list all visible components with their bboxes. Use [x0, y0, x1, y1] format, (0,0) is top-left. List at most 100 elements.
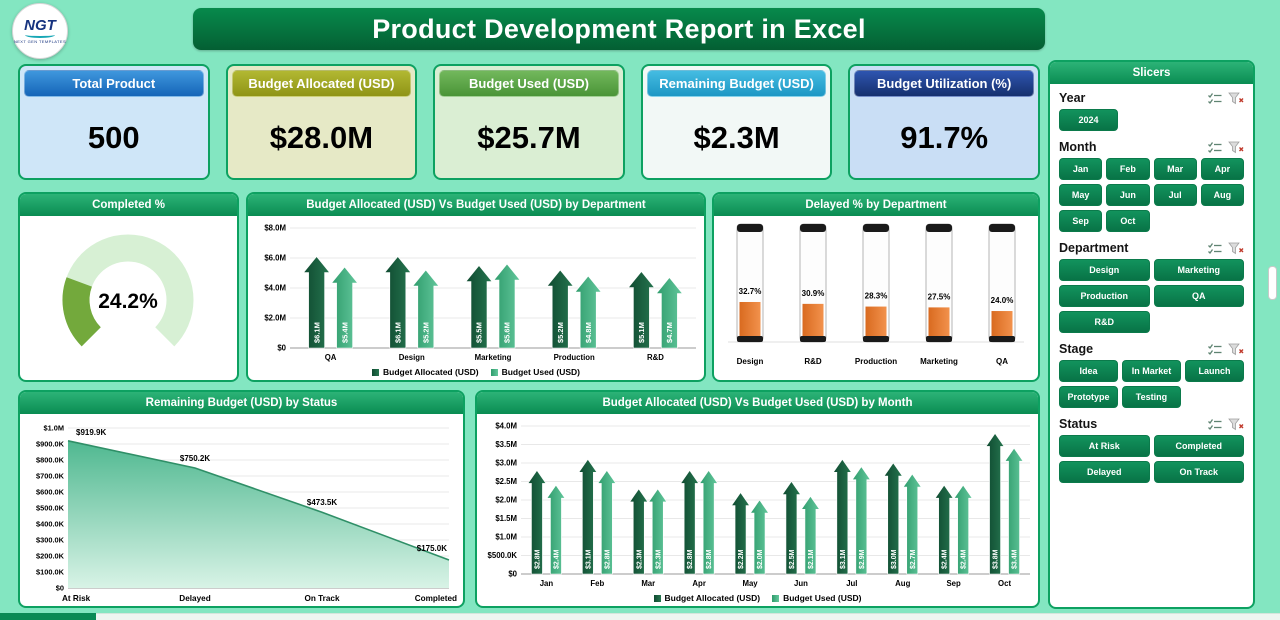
slicer-section-month: Month Jan Feb Mar Apr May Jun Jul Aug Sep Oct	[1059, 140, 1244, 232]
slicer-item-mar[interactable]: Mar	[1153, 158, 1197, 180]
kpi-card-total-product: Total Product 500	[18, 64, 210, 180]
svg-text:$2.0M: $2.0M	[757, 549, 764, 569]
clear-filter-icon[interactable]	[1228, 343, 1244, 356]
svg-text:30.9%: 30.9%	[802, 289, 825, 298]
slicer-item-in-market[interactable]: In Market	[1121, 360, 1181, 382]
slicer-items: Design Marketing Production QA R&D	[1059, 259, 1244, 333]
slicer-item-launch[interactable]: Launch	[1184, 360, 1244, 382]
svg-text:$2.5M: $2.5M	[789, 549, 796, 569]
svg-text:$4.8M: $4.8M	[584, 322, 593, 343]
slicer-item-2024[interactable]: 2024	[1059, 109, 1118, 131]
chart-title: Budget Allocated (USD) Vs Budget Used (U…	[248, 194, 704, 216]
slicer-item-production[interactable]: Production	[1059, 285, 1150, 307]
slicer-item-jun[interactable]: Jun	[1106, 184, 1150, 206]
svg-text:$500.0K: $500.0K	[488, 551, 518, 560]
multiselect-icon[interactable]	[1207, 92, 1223, 105]
svg-text:Sep: Sep	[946, 579, 961, 588]
slicer-item-r-d[interactable]: R&D	[1059, 311, 1150, 333]
page-title-text: Product Development Report in Excel	[372, 13, 866, 44]
kpi-row: Total Product 500 Budget Allocated (USD)…	[18, 64, 1040, 180]
svg-text:$6.1M: $6.1M	[312, 322, 321, 343]
slicer-item-on-track[interactable]: On Track	[1153, 461, 1244, 483]
kpi-card-budget-used: Budget Used (USD) $25.7M	[433, 64, 625, 180]
slicer-item-apr[interactable]: Apr	[1200, 158, 1244, 180]
legend-label-used: Budget Used (USD)	[501, 367, 580, 377]
svg-text:$600.0K: $600.0K	[36, 487, 65, 496]
svg-text:Jan: Jan	[540, 579, 554, 588]
slicer-item-oct[interactable]: Oct	[1106, 210, 1150, 232]
sheet-tab[interactable]	[0, 613, 96, 620]
scrollbar-thumb[interactable]	[1268, 266, 1277, 300]
svg-text:$2.4M: $2.4M	[553, 549, 560, 569]
svg-text:$400.0K: $400.0K	[36, 519, 65, 528]
chart-title: Remaining Budget (USD) by Status	[20, 392, 463, 414]
clear-filter-icon[interactable]	[1228, 141, 1244, 154]
svg-text:$3.0M: $3.0M	[495, 459, 517, 468]
svg-text:$2.3M: $2.3M	[655, 549, 662, 569]
svg-text:Oct: Oct	[998, 579, 1011, 588]
completed-gauge-panel: Completed % 24.2%	[18, 192, 239, 382]
budget-by-month-panel: Budget Allocated (USD) Vs Budget Used (U…	[475, 390, 1040, 608]
svg-text:Feb: Feb	[590, 579, 604, 588]
logo-subtext: NEXT GEN TEMPLATES	[13, 39, 67, 44]
legend-swatch-used	[490, 368, 498, 376]
delayed-by-department-panel: Delayed % by Department 32.7% Design 30.9%…	[712, 192, 1040, 382]
slicer-item-marketing[interactable]: Marketing	[1153, 259, 1244, 281]
svg-text:$2.8M: $2.8M	[706, 549, 713, 569]
slicer-item-aug[interactable]: Aug	[1200, 184, 1244, 206]
slicer-item-sep[interactable]: Sep	[1059, 210, 1103, 232]
multiselect-icon[interactable]	[1207, 343, 1223, 356]
svg-text:Production: Production	[855, 357, 897, 366]
slicer-item-idea[interactable]: Idea	[1059, 360, 1118, 382]
svg-text:Marketing: Marketing	[475, 353, 512, 362]
svg-text:$3.1M: $3.1M	[840, 549, 847, 569]
clear-filter-icon[interactable]	[1228, 92, 1244, 105]
slicer-item-completed[interactable]: Completed	[1153, 435, 1244, 457]
slicer-item-delayed[interactable]: Delayed	[1059, 461, 1150, 483]
slicer-item-feb[interactable]: Feb	[1106, 158, 1150, 180]
multiselect-icon[interactable]	[1207, 242, 1223, 255]
svg-text:$2.4M: $2.4M	[961, 549, 968, 569]
slicer-section-label: Status	[1059, 417, 1098, 431]
clear-filter-icon[interactable]	[1228, 242, 1244, 255]
svg-text:$2.8M: $2.8M	[534, 549, 541, 569]
slicer-item-testing[interactable]: Testing	[1121, 386, 1181, 408]
slicer-item-may[interactable]: May	[1059, 184, 1103, 206]
slicer-section-label: Department	[1059, 241, 1129, 255]
svg-text:$5.2M: $5.2M	[556, 322, 565, 343]
svg-text:Design: Design	[737, 357, 764, 366]
svg-text:$6.0M: $6.0M	[264, 254, 286, 263]
kpi-value: $2.3M	[693, 119, 780, 155]
slicer-section-status: Status At Risk Completed Delayed On Track	[1059, 417, 1244, 483]
slicer-item-design[interactable]: Design	[1059, 259, 1150, 281]
svg-text:$5.1M: $5.1M	[637, 322, 646, 343]
svg-text:At Risk: At Risk	[62, 594, 91, 603]
slicer-item-at-risk[interactable]: At Risk	[1059, 435, 1150, 457]
legend-label-allocated: Budget Allocated (USD)	[664, 593, 761, 603]
budget-by-department-chart: $0 $2.0M $4.0M $6.0M $8.0M QA $6.1M $5.4M Design…	[264, 224, 696, 362]
svg-text:$2.0M: $2.0M	[495, 496, 517, 505]
multiselect-icon[interactable]	[1207, 141, 1223, 154]
svg-text:$5.4M: $5.4M	[340, 322, 349, 343]
kpi-value: 500	[87, 119, 140, 155]
kpi-header: Budget Used (USD)	[439, 70, 619, 97]
svg-text:$2.3M: $2.3M	[636, 549, 643, 569]
svg-text:$3.0M: $3.0M	[891, 549, 898, 569]
svg-text:May: May	[742, 579, 758, 588]
svg-text:Delayed: Delayed	[179, 594, 210, 603]
kpi-header: Budget Allocated (USD)	[231, 70, 412, 97]
svg-text:$5.6M: $5.6M	[503, 322, 512, 343]
clear-filter-icon[interactable]	[1228, 418, 1244, 431]
slicer-section-label: Year	[1059, 91, 1086, 105]
slicer-item-prototype[interactable]: Prototype	[1059, 386, 1118, 408]
slicer-section-department: Department Design Marketing Production QA R&D	[1059, 241, 1244, 333]
slicer-item-jul[interactable]: Jul	[1153, 184, 1197, 206]
slicer-item-jan[interactable]: Jan	[1059, 158, 1103, 180]
svg-text:On Track: On Track	[304, 594, 339, 603]
slicers-title: Slicers	[1050, 62, 1253, 84]
slicer-item-qa[interactable]: QA	[1153, 285, 1244, 307]
svg-text:$100.0K: $100.0K	[36, 567, 65, 576]
budget-by-month-chart: $0 $500.0K $1.0M $1.5M $2.0M $2.5M $3.0M $3.5M $…	[488, 422, 1030, 588]
multiselect-icon[interactable]	[1207, 418, 1223, 431]
svg-text:$919.9K: $919.9K	[76, 428, 106, 437]
